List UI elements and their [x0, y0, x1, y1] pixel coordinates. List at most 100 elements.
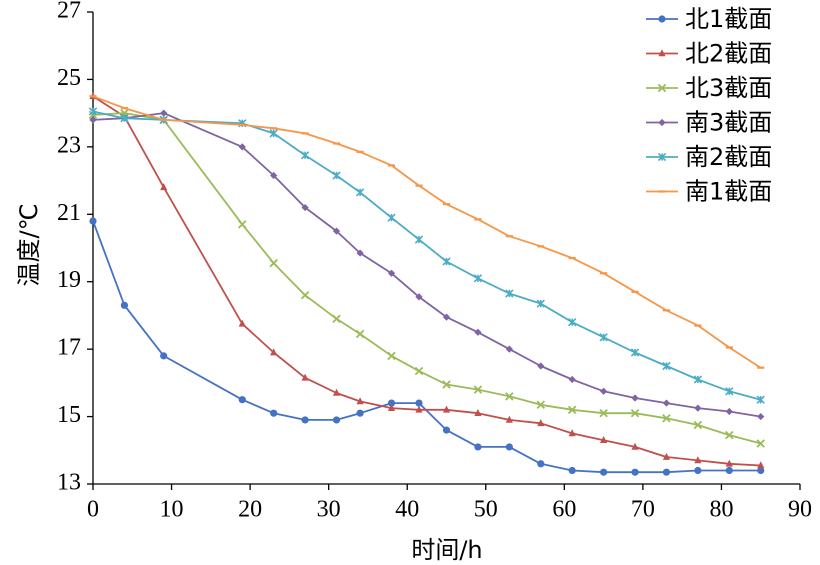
legend-label: 南3截面: [685, 109, 772, 137]
data-point: [355, 329, 365, 339]
data-point: [725, 407, 733, 416]
data-point: [332, 416, 341, 424]
data-point: [300, 151, 310, 160]
data-point: [567, 405, 577, 415]
legend-marker: [658, 118, 666, 127]
x-tick-label: 10: [160, 497, 184, 523]
data-point: [725, 430, 734, 440]
x-tick-label: 0: [87, 497, 99, 523]
data-point: [89, 217, 97, 225]
data-point: [387, 213, 396, 222]
data-point: [442, 313, 451, 321]
series-5: [88, 107, 765, 404]
data-point: [356, 249, 364, 257]
data-point: [662, 452, 671, 460]
y-tick-label: 17: [57, 335, 81, 361]
legend-label: 北3截面: [685, 74, 772, 102]
data-point: [238, 396, 246, 404]
data-point: [756, 395, 765, 404]
data-point: [600, 468, 608, 476]
x-tick-label: 40: [395, 497, 419, 523]
data-point: [414, 235, 424, 244]
data-point: [693, 420, 703, 430]
data-point: [88, 107, 98, 116]
data-point: [662, 361, 671, 371]
data-point: [120, 301, 129, 309]
y-tick-label: 19: [57, 267, 81, 293]
data-point: [757, 412, 765, 421]
data-point: [89, 116, 97, 124]
data-point: [269, 258, 278, 268]
legend-marker: [657, 83, 667, 93]
data-point: [356, 409, 364, 417]
data-point: [474, 409, 482, 416]
legend-entry-4: 南3截面: [646, 109, 772, 137]
data-point: [536, 299, 545, 308]
series-3: [88, 108, 765, 448]
data-point: [473, 274, 483, 283]
x-tick-label: 90: [788, 497, 812, 523]
x-tick-label: 60: [552, 497, 576, 523]
data-point: [160, 352, 168, 360]
data-point: [442, 380, 451, 389]
legend-label: 北1截面: [685, 5, 772, 33]
data-point: [694, 404, 702, 412]
x-tick-label: 80: [709, 497, 733, 523]
data-point: [600, 387, 608, 395]
data-point: [300, 290, 310, 300]
data-point: [505, 415, 513, 423]
data-point: [630, 408, 640, 418]
series-layer: [88, 92, 765, 476]
data-point: [536, 400, 546, 410]
legend-entry-6: 南1截面: [646, 178, 772, 206]
data-point: [442, 257, 451, 266]
y-tick-label: 15: [57, 402, 81, 428]
data-point: [332, 314, 341, 324]
data-point: [757, 461, 765, 469]
legend-marker: [657, 152, 667, 162]
axes: 13 15 17 19 21 23 25 27 0 10 20 30 40 50 60 70 80 90: [57, 0, 812, 523]
legend-entry-3: 北3截面: [646, 74, 772, 102]
x-axis-title: 时间/h: [411, 536, 482, 564]
data-point: [474, 443, 482, 451]
data-point: [387, 269, 396, 277]
data-point: [238, 319, 246, 327]
data-point: [415, 405, 423, 413]
data-point: [537, 460, 545, 468]
y-tick-label: 13: [57, 470, 81, 496]
data-point: [631, 442, 639, 450]
data-point: [599, 333, 608, 342]
data-point: [662, 468, 671, 476]
legend-label: 南1截面: [685, 178, 772, 206]
data-point: [120, 114, 129, 123]
data-point: [631, 468, 639, 476]
data-point: [725, 387, 734, 396]
legend-label: 北2截面: [685, 40, 772, 68]
y-tick-label: 21: [57, 200, 81, 226]
data-point: [505, 443, 513, 451]
data-point: [568, 429, 576, 437]
data-point: [301, 416, 309, 424]
data-point: [599, 408, 608, 418]
data-point: [415, 399, 423, 407]
data-point: [757, 466, 765, 475]
data-point: [568, 375, 576, 384]
data-point: [537, 362, 545, 370]
data-point: [662, 399, 671, 407]
data-point: [269, 129, 278, 138]
data-point: [238, 143, 246, 151]
data-point: [694, 456, 702, 464]
data-point: [505, 392, 514, 401]
data-point: [600, 435, 608, 443]
series-line: [92, 95, 762, 369]
data-point: [725, 466, 733, 475]
data-point: [442, 405, 451, 413]
data-point: [662, 414, 671, 423]
data-point: [414, 366, 424, 376]
data-point: [332, 388, 341, 396]
series-1: [89, 217, 765, 476]
data-point: [630, 348, 640, 357]
data-point: [387, 399, 396, 407]
data-point: [474, 328, 482, 336]
